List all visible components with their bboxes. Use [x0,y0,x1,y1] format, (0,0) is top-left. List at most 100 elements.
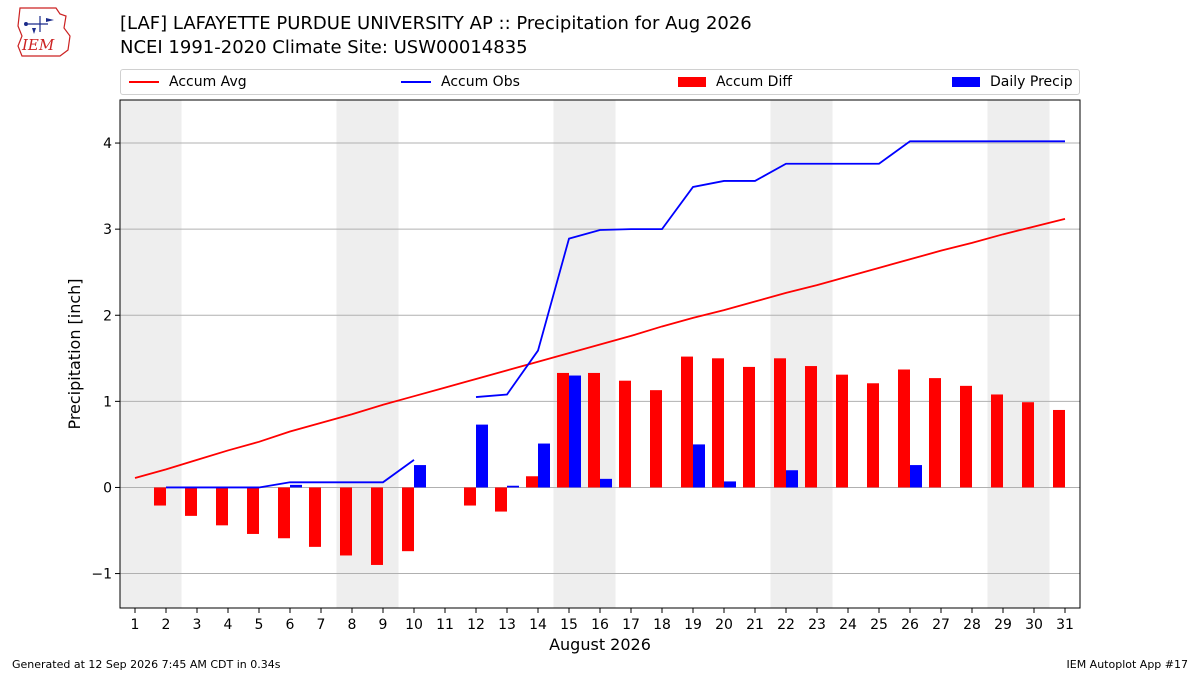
accum-obs-line [166,459,415,489]
legend-item-daily-precip: Daily Precip [952,70,1073,94]
daily-precip-bar [910,465,922,488]
daily-precip-bar [693,444,705,488]
daily-precip-bar [569,375,581,488]
legend-label-daily-precip: Daily Precip [990,74,1073,90]
daily-precip-bar [476,424,488,488]
accum-diff-bar [681,356,693,488]
y-tick-label: 0 [103,480,112,496]
x-tick-label: 17 [622,617,640,633]
accum-diff-bar [588,372,600,488]
accum-diff-bar [402,487,414,552]
x-tick-label: 4 [224,617,233,633]
x-axis-label: August 2026 [549,635,651,654]
x-tick-label: 18 [653,617,671,633]
legend-label-accum-obs: Accum Obs [441,74,520,90]
accum-diff-bar [464,487,476,506]
daily-precip-bar [507,485,519,488]
series-lines [134,140,1066,489]
bars [154,356,1065,565]
x-tick-label: 31 [1056,617,1074,633]
accum-diff-bar [929,378,941,488]
x-tick-label: 21 [746,617,764,633]
x-tick-label: 13 [498,617,516,633]
accum-diff-bar [247,487,259,534]
accum-diff-bar [216,487,228,526]
x-tick-label: 27 [932,617,950,633]
accum-diff-bar [371,487,383,565]
x-tick-label: 20 [715,617,733,633]
x-tick-label: 16 [591,617,609,633]
x-tick-label: 28 [963,617,981,633]
x-tick-label: 5 [255,617,264,633]
weekend-band [987,100,1050,608]
y-tick-label: 2 [103,308,112,324]
x-tick-label: 22 [777,617,795,633]
daily-precip-bar [724,481,736,488]
weekend-band [770,100,833,608]
chart-subtitle: NCEI 1991-2020 Climate Site: USW00014835 [120,37,528,58]
footer-app: IEM Autoplot App #17 [1066,658,1189,671]
chart-title: [LAF] LAFAYETTE PURDUE UNIVERSITY AP :: … [120,13,752,34]
accum-diff-bar [960,385,972,488]
daily-precip-bar [414,465,426,488]
accum-diff-bar [774,358,786,488]
logo-text: IEM [21,36,55,54]
accum-diff-bar [805,366,817,488]
x-tick-label: 2 [162,617,171,633]
legend-item-accum-obs: Accum Obs [401,70,520,94]
accum-diff-bar [309,487,321,547]
x-tick-label: 19 [684,617,702,633]
accum-diff-bar [991,394,1003,488]
iem-logo: IEM [8,6,78,62]
x-tick-label: 26 [901,617,919,633]
y-tick-label: 3 [103,222,112,238]
x-tick-label: 15 [560,617,578,633]
daily-precip-bar [786,470,798,488]
x-tick-label: 30 [1025,617,1043,633]
legend-swatch-accum-obs [401,81,431,83]
y-tick-label: −1 [91,567,112,583]
accum-diff-bar [185,487,197,516]
legend-item-accum-avg: Accum Avg [129,70,247,94]
accum-obs-line [475,140,1065,398]
accum-diff-bar [557,372,569,488]
weekend-band [119,100,182,608]
accum-diff-bar [340,487,352,556]
legend-label-accum-diff: Accum Diff [716,74,793,90]
accum-diff-bar [836,374,848,488]
chart-legend: Accum Avg Accum Obs Accum Diff Daily Pre… [120,69,1080,95]
accum-diff-bar [650,390,662,488]
accum-diff-bar [526,476,538,488]
x-tick-label: 1 [131,617,140,633]
x-tick-label: 29 [994,617,1012,633]
accum-diff-bar [867,383,879,488]
y-tick-label: 1 [103,394,112,410]
daily-precip-bar [538,443,550,488]
legend-item-accum-diff: Accum Diff [678,70,792,94]
x-tick-label: 6 [286,617,295,633]
x-tick-label: 7 [317,617,326,633]
legend-swatch-daily-precip [952,77,980,87]
x-tick-label: 11 [436,617,454,633]
x-tick-label: 12 [467,617,485,633]
accum-diff-bar [1022,402,1034,488]
x-tick-label: 25 [870,617,888,633]
daily-precip-bar [290,484,302,488]
footer-generated: Generated at 12 Sep 2026 7:45 AM CDT in … [12,658,281,671]
accum-diff-bar [743,366,755,488]
daily-precip-bar [600,478,612,488]
accum-diff-bar [278,487,290,539]
x-tick-label: 24 [839,617,857,633]
accum-diff-bar [154,487,166,506]
y-axis-label: Precipitation [inch] [65,278,84,429]
y-tick-label: 4 [103,136,112,152]
x-tick-label: 9 [379,617,388,633]
accum-diff-bar [898,369,910,488]
legend-swatch-accum-diff [678,77,706,87]
accum-avg-line [134,217,1066,479]
x-tick-label: 10 [405,617,423,633]
x-tick-label: 23 [808,617,826,633]
legend-label-accum-avg: Accum Avg [169,74,247,90]
x-tick-label: 3 [193,617,202,633]
